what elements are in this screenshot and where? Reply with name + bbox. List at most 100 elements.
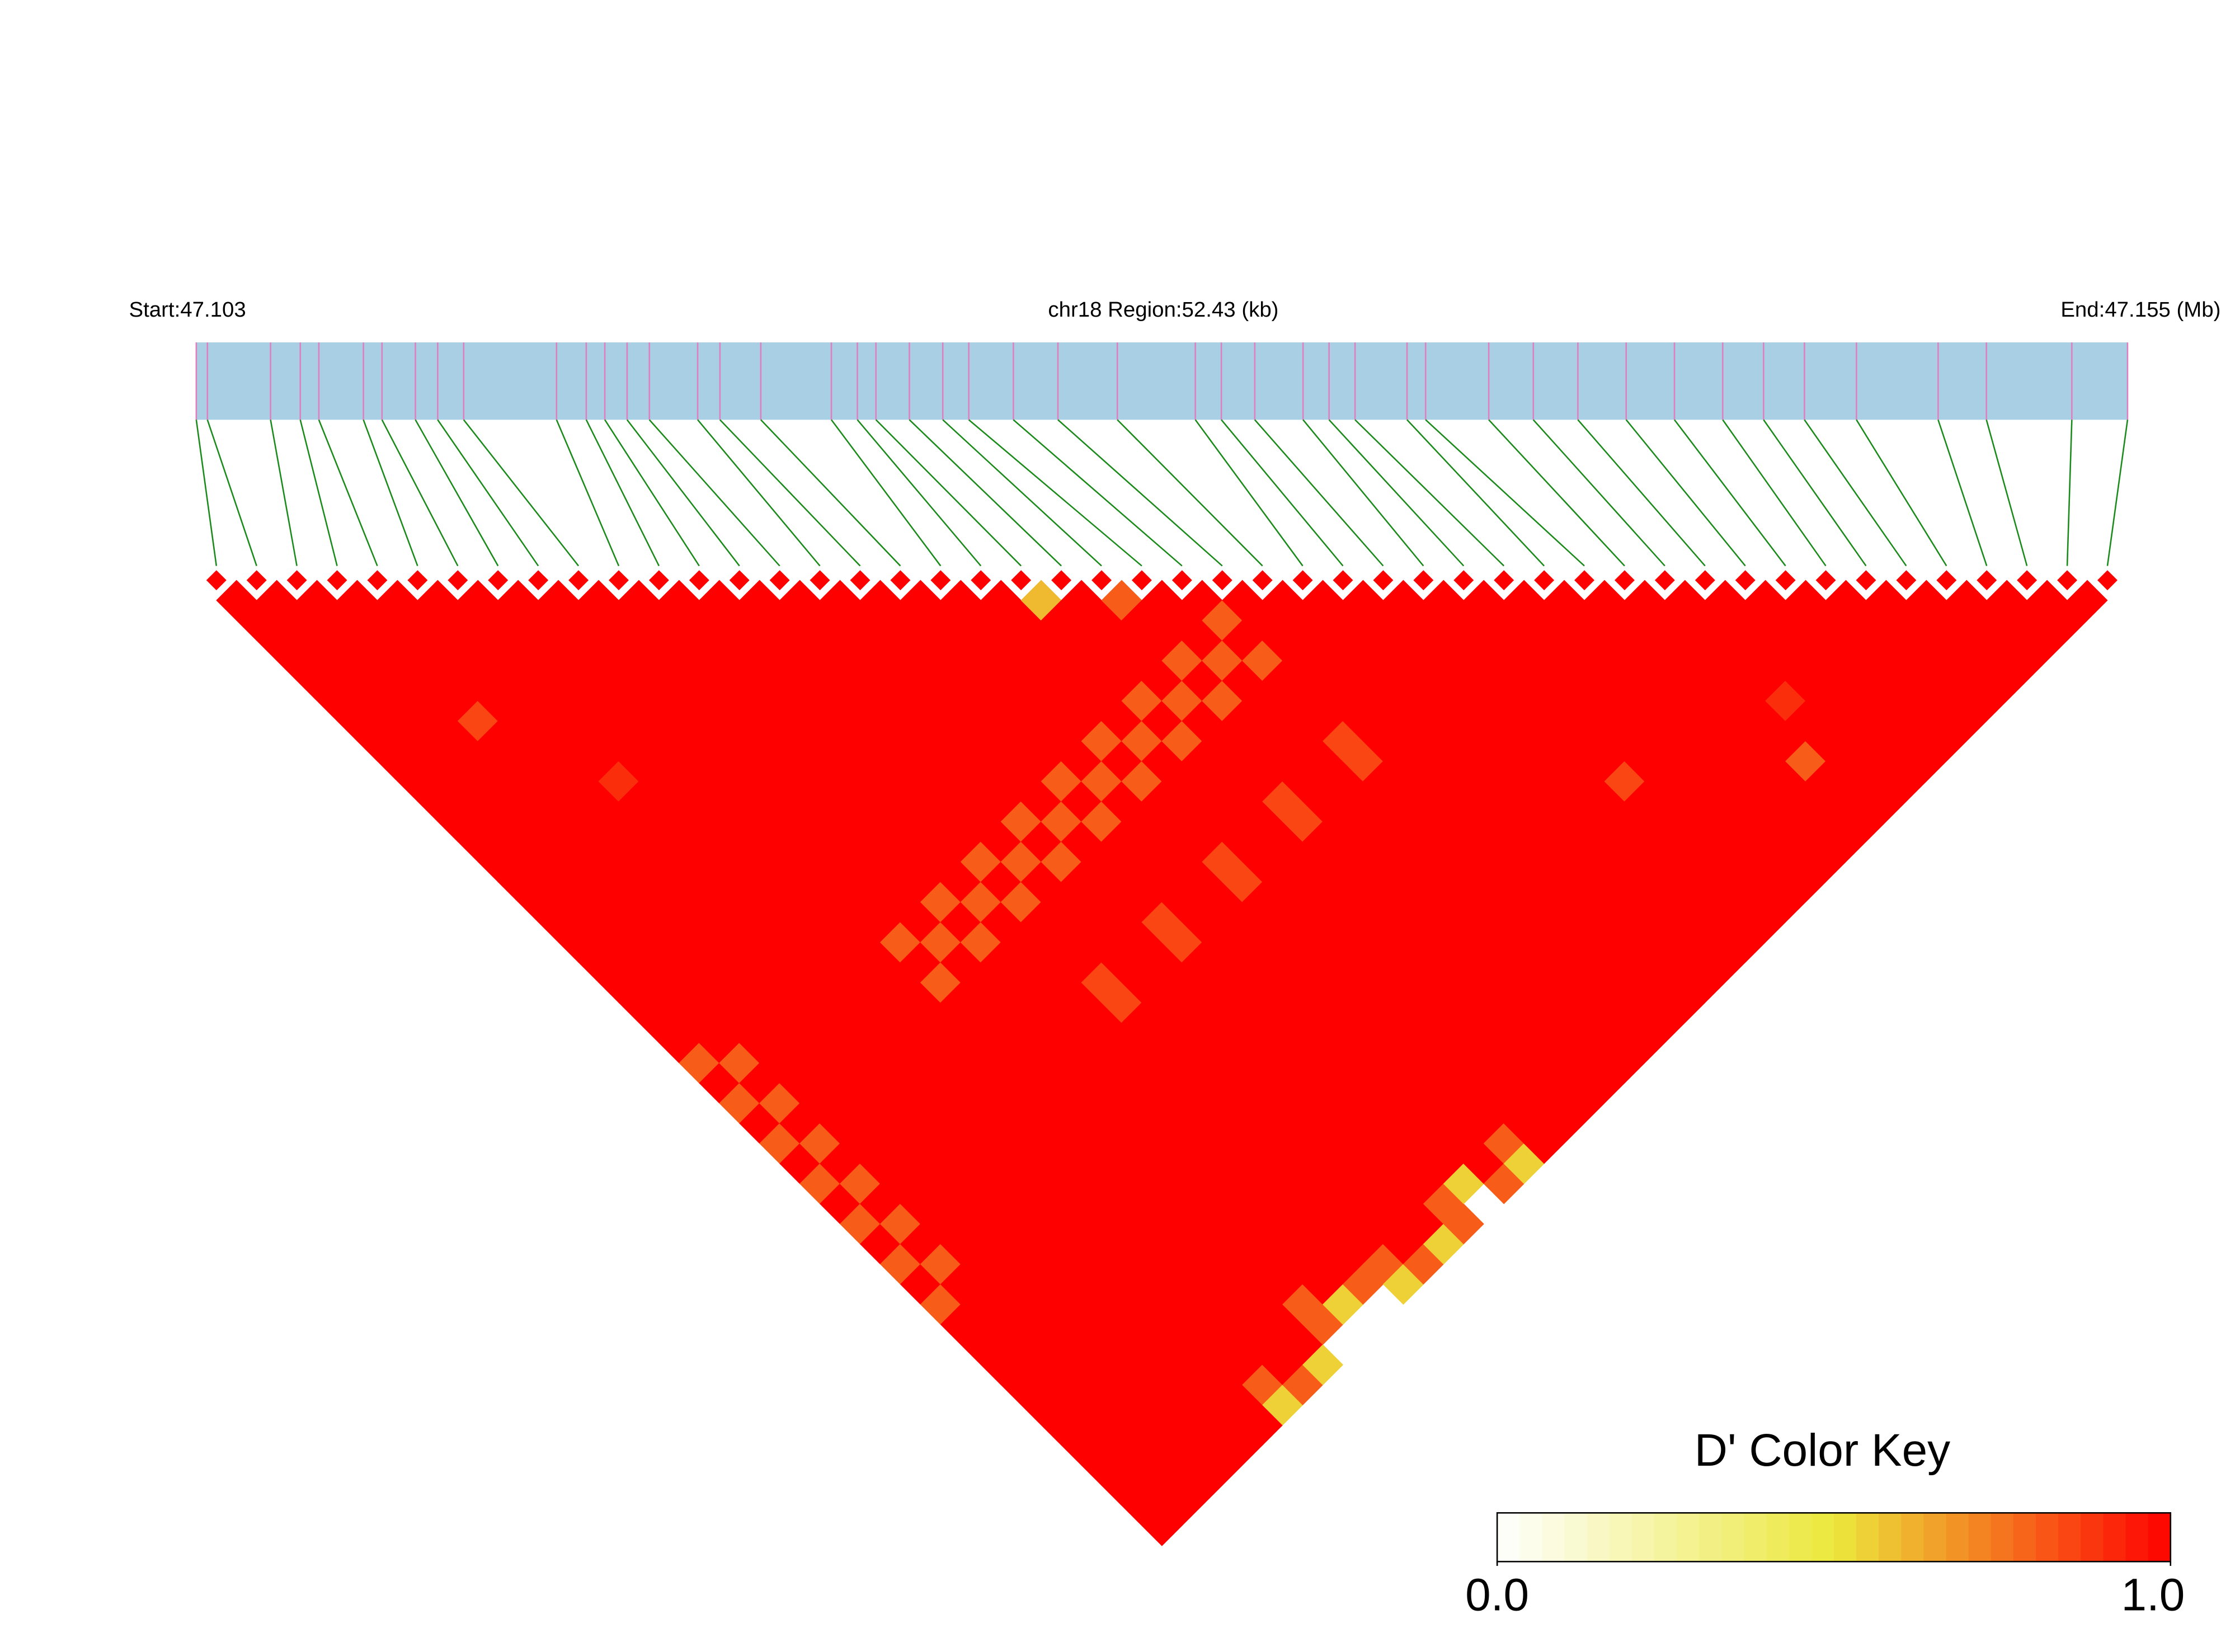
key-swatch: [2058, 1513, 2082, 1562]
key-swatch: [1789, 1513, 1813, 1562]
snp-connector: [381, 419, 459, 567]
key-title: D' Color Key: [1695, 1425, 1950, 1476]
snp-connector: [1328, 419, 1465, 567]
snp-connector: [1856, 419, 1947, 567]
snp-marker: [609, 570, 629, 591]
snp-marker: [1574, 570, 1595, 591]
key-swatch: [1856, 1513, 1880, 1562]
snp-connector: [875, 419, 1022, 567]
snp-connector: [2106, 420, 2129, 566]
key-swatch: [1699, 1513, 1723, 1562]
key-swatch: [1811, 1513, 1835, 1562]
snp-marker: [1171, 570, 1192, 591]
snp-connector: [1117, 419, 1263, 567]
snp-marker: [1091, 570, 1112, 591]
start-label: Start:47.103: [129, 298, 246, 322]
key-swatch: [1497, 1513, 1521, 1562]
snp-marker: [769, 570, 790, 591]
snp-connector: [463, 419, 580, 567]
key-swatch: [1991, 1513, 2015, 1562]
snp-marker: [890, 570, 911, 591]
snp-connector: [1673, 419, 1786, 567]
ld-cell: [2067, 580, 2108, 621]
snp-connector: [604, 419, 700, 567]
snp-marker: [1453, 570, 1474, 591]
ld-cell: [1302, 1344, 1344, 1386]
snp-connector: [857, 419, 982, 567]
snp-connector: [1354, 419, 1505, 567]
ld-cell: [1443, 1203, 1484, 1245]
key-swatch: [1564, 1513, 1588, 1562]
snp-marker: [1373, 570, 1394, 591]
snp-marker: [2057, 570, 2078, 591]
key-swatch: [1744, 1513, 1767, 1562]
key-swatch: [1833, 1513, 1857, 1562]
snp-connector: [719, 419, 861, 567]
key-swatch: [2148, 1513, 2172, 1562]
snp-connector: [585, 419, 660, 567]
key-swatch: [1766, 1513, 1790, 1562]
snp-marker: [246, 570, 267, 591]
key-swatch: [1923, 1513, 1947, 1562]
snp-connector: [760, 419, 901, 567]
key-swatch: [1542, 1513, 1565, 1562]
snp-connector: [1763, 419, 1867, 567]
snp-connector: [1722, 419, 1827, 567]
snp-marker: [2097, 570, 2118, 591]
key-swatch: [1654, 1513, 1678, 1562]
snp-connector: [1302, 419, 1424, 567]
snp-marker: [1413, 570, 1434, 591]
snp-connector: [626, 419, 740, 567]
key-tick-label: 0.0: [1465, 1569, 1529, 1620]
key-swatch: [1677, 1513, 1700, 1562]
snp-marker: [407, 570, 428, 591]
snp-marker: [1654, 570, 1675, 591]
end-label: End:47.155 (Mb): [2060, 298, 2220, 322]
snp-connector: [831, 419, 942, 567]
snp-marker: [1011, 570, 1032, 591]
key-swatch: [1879, 1513, 1902, 1562]
snp-connector: [270, 420, 298, 566]
key-swatch: [1901, 1513, 1925, 1562]
snp-marker: [729, 570, 750, 591]
key-swatch: [2013, 1513, 2037, 1562]
snp-marker: [689, 570, 709, 591]
snp-marker: [1815, 570, 1836, 591]
snp-marker: [1333, 570, 1353, 591]
snp-marker: [1735, 570, 1756, 591]
snp-connector: [1577, 419, 1706, 567]
snp-marker: [286, 570, 307, 591]
snp-marker: [1896, 570, 1917, 591]
snp-connector: [1532, 419, 1665, 567]
snp-connector: [1625, 419, 1746, 567]
snp-connector: [909, 419, 1062, 567]
snp-marker: [1212, 570, 1232, 591]
snp-marker: [930, 570, 951, 591]
key-swatch: [1968, 1513, 1992, 1562]
key-tick-label: 1.0: [2121, 1569, 2185, 1620]
snp-marker: [971, 570, 991, 591]
snp-connector: [1406, 419, 1545, 567]
snp-marker: [1977, 570, 1997, 591]
snp-connector: [1013, 419, 1183, 567]
snp-connector: [299, 420, 338, 566]
snp-marker: [1695, 570, 1715, 591]
key-swatch: [2103, 1513, 2126, 1562]
region-label: chr18 Region:52.43 (kb): [1048, 298, 1278, 322]
key-swatch: [1946, 1513, 1969, 1562]
snp-connector: [942, 419, 1102, 567]
snp-marker: [1131, 570, 1152, 591]
snp-connector: [1425, 419, 1585, 567]
snp-connector: [1985, 420, 2028, 566]
snp-marker: [648, 570, 669, 591]
snp-connector: [556, 419, 620, 567]
snp-marker: [810, 570, 830, 591]
snp-marker: [327, 570, 347, 591]
region-bar: [196, 342, 2128, 420]
key-swatch: [1519, 1513, 1543, 1562]
snp-marker: [1856, 570, 1876, 591]
snp-marker: [1252, 570, 1273, 591]
snp-marker: [568, 570, 589, 591]
snp-marker: [448, 570, 468, 591]
snp-connector: [1804, 419, 1907, 567]
